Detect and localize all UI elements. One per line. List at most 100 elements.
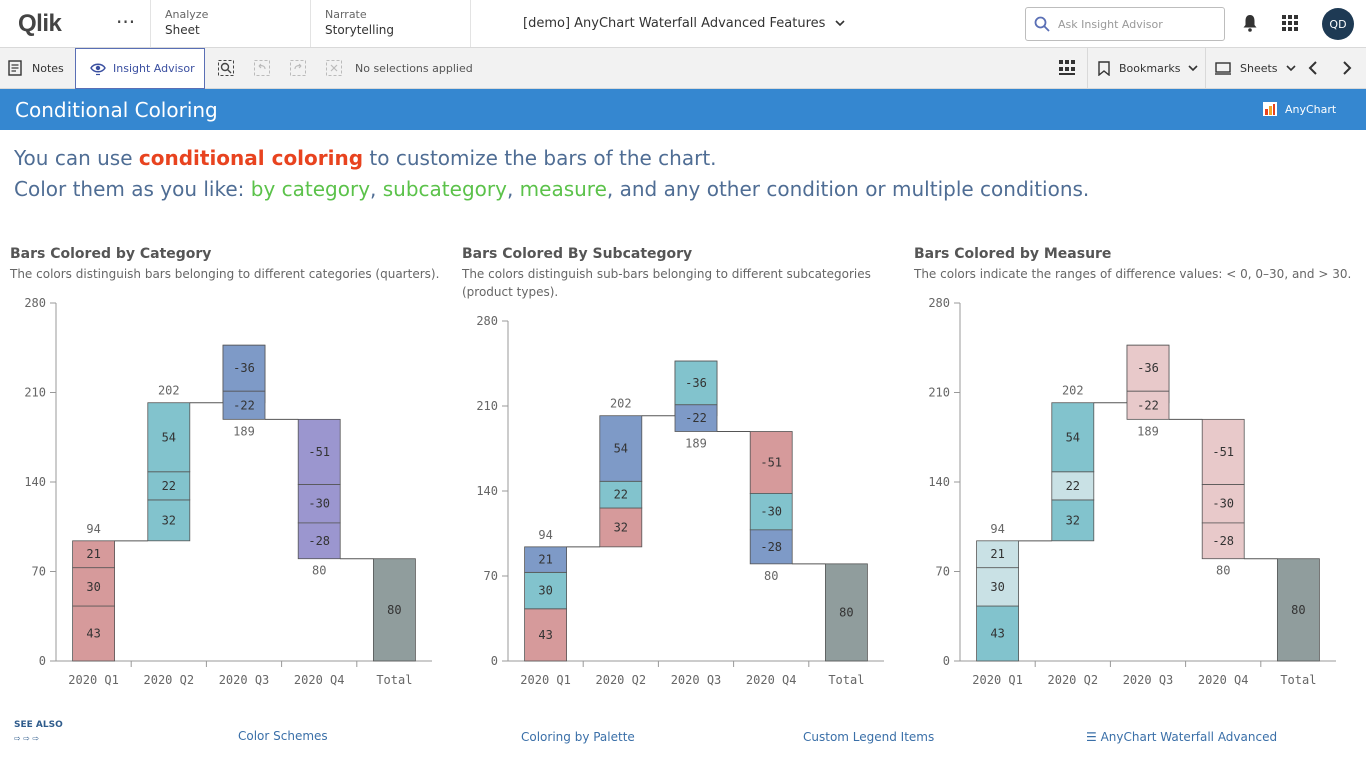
anychart-brand[interactable]: AnyChart <box>1263 102 1336 116</box>
bar-segment <box>372 558 416 662</box>
link-color-schemes[interactable]: Color Schemes <box>238 729 328 743</box>
y-tick-label: 280 <box>476 314 498 328</box>
bar-segment <box>1126 390 1170 420</box>
bar-total-label: 80 <box>1216 564 1230 578</box>
qlik-logo[interactable]: Qlik <box>18 10 62 37</box>
smart-search-icon[interactable] <box>218 60 234 76</box>
segment-value-label: 80 <box>1291 603 1305 617</box>
intro-highlight: by category <box>250 177 371 201</box>
segment-value-label: 43 <box>86 627 100 641</box>
chart-3-title: Bars Colored by Measure <box>914 246 1112 262</box>
bar-total-label: 94 <box>86 522 100 536</box>
bar-total-label: 189 <box>1137 424 1159 438</box>
waterfall-chart-category[interactable]: 0 70 140 210 280 2020 Q1 43 30 21 94 2020 Q2 32 22 54… <box>0 290 450 700</box>
step-back-icon[interactable] <box>254 60 270 76</box>
bar-segment <box>147 402 191 473</box>
bar-segment <box>524 546 567 573</box>
y-tick-label: 280 <box>24 296 46 310</box>
search-placeholder: Ask Insight Advisor <box>1058 17 1163 31</box>
y-tick-label: 0 <box>39 654 46 668</box>
segment-value-label: -30 <box>308 497 330 511</box>
bookmarks-button[interactable]: Bookmarks <box>1098 48 1199 88</box>
bar-segment <box>674 404 718 432</box>
segment-value-label: 22 <box>614 488 628 502</box>
bar-segment <box>72 540 115 569</box>
segment-value-label: -30 <box>1212 497 1234 511</box>
x-tick-label: 2020 Q4 <box>1198 673 1249 687</box>
segment-value-label: -36 <box>685 376 707 390</box>
y-tick-label: 210 <box>24 386 46 400</box>
bar-segment <box>147 499 191 542</box>
app-title: [demo] AnyChart Waterfall Advanced Featu… <box>523 16 826 31</box>
segment-value-label: -28 <box>1212 534 1234 548</box>
bar-segment <box>749 529 793 565</box>
chart-3-subtitle: The colors indicate the ranges of differ… <box>914 267 1352 281</box>
notes-button[interactable]: Notes <box>8 48 64 88</box>
tab-analyze-label: Analyze <box>165 8 209 21</box>
x-tick-label: 2020 Q1 <box>972 673 1023 687</box>
bar-segment <box>976 605 1019 662</box>
segment-value-label: -51 <box>1212 445 1234 459</box>
selections-tool-icon[interactable] <box>1059 60 1075 76</box>
bar-segment <box>297 522 341 560</box>
anychart-label: AnyChart <box>1285 102 1337 116</box>
tab-narrate-label: Narrate <box>325 8 367 21</box>
intro-text-part: You can use <box>14 146 139 170</box>
bell-icon[interactable] <box>1242 14 1258 32</box>
segment-value-label: 30 <box>990 580 1004 594</box>
waterfall-chart-measure[interactable]: 0 70 140 210 280 2020 Q1 43 30 21 94 2020 Q2 32 22 54… <box>904 290 1354 700</box>
sheets-button[interactable]: Sheets <box>1215 48 1296 88</box>
bar-segment <box>749 493 793 531</box>
y-tick-label: 280 <box>928 296 950 310</box>
chart-2-subtitle: The colors distinguish sub-bars belongin… <box>462 267 871 299</box>
segment-value-label: 21 <box>538 553 552 567</box>
previous-sheet-icon[interactable] <box>1306 60 1322 76</box>
sheet-banner: Conditional Coloring AnyChart <box>0 89 1366 130</box>
bar-segment <box>976 567 1019 607</box>
bar-total-label: 94 <box>538 528 552 542</box>
bar-segment <box>524 608 567 662</box>
link-custom-legend-items[interactable]: Custom Legend Items <box>803 730 935 744</box>
segment-value-label: 30 <box>86 580 100 594</box>
link-coloring-by-palette[interactable]: Coloring by Palette <box>521 730 635 744</box>
segment-value-label: -51 <box>760 455 782 469</box>
segment-value-label: 43 <box>990 627 1004 641</box>
tab-analyze[interactable]: Analyze Sheet <box>150 0 310 47</box>
clear-selections-icon[interactable] <box>326 60 342 76</box>
next-sheet-icon[interactable] <box>1338 60 1354 76</box>
segment-value-label: -36 <box>233 361 255 375</box>
search-icon <box>1034 16 1050 32</box>
chart-1-subtitle: The colors distinguish bars belonging to… <box>10 267 440 281</box>
bar-total-label: 202 <box>158 384 180 398</box>
bar-segment <box>824 563 868 662</box>
bar-total-label: 202 <box>1062 384 1084 398</box>
x-tick-label: Total <box>828 673 864 687</box>
apps-grid-icon[interactable] <box>1282 15 1298 31</box>
bar-segment <box>222 344 266 392</box>
segment-value-label: 80 <box>839 605 853 619</box>
search-input[interactable]: Ask Insight Advisor <box>1025 7 1225 41</box>
toolbar-divider <box>1205 48 1206 88</box>
more-menu-icon[interactable]: ··· <box>116 10 136 34</box>
avatar[interactable]: QD <box>1322 8 1354 40</box>
chart-2-title: Bars Colored By Subcategory <box>462 246 693 262</box>
app-title-dropdown[interactable]: [demo] AnyChart Waterfall Advanced Featu… <box>470 0 1024 47</box>
y-tick-label: 210 <box>476 399 498 413</box>
step-forward-icon[interactable] <box>290 60 306 76</box>
segment-value-label: -22 <box>1137 398 1159 412</box>
link-anychart-waterfall-advanced[interactable]: ☰ AnyChart Waterfall Advanced <box>1086 730 1278 744</box>
bar-segment <box>1201 418 1245 485</box>
tab-narrate[interactable]: Narrate Storytelling <box>310 0 470 47</box>
insight-advisor-button[interactable]: Insight Advisor <box>75 48 205 89</box>
see-also-arrows: ⇨ ⇨ ⇨ <box>14 734 40 743</box>
x-tick-label: Total <box>1280 673 1316 687</box>
y-tick-label: 0 <box>943 654 950 668</box>
segment-value-label: 32 <box>162 513 176 527</box>
notes-icon <box>8 60 22 76</box>
intro-text-part: Color them as you like: <box>14 177 251 201</box>
waterfall-chart-subcategory[interactable]: 0 70 140 210 280 2020 Q1 43 30 21 94 2020 Q2 32 22 54… <box>452 290 902 700</box>
segment-value-label: 43 <box>538 628 552 642</box>
x-tick-label: 2020 Q2 <box>144 673 195 687</box>
bar-segment <box>599 415 643 482</box>
bar-segment <box>1201 484 1245 524</box>
